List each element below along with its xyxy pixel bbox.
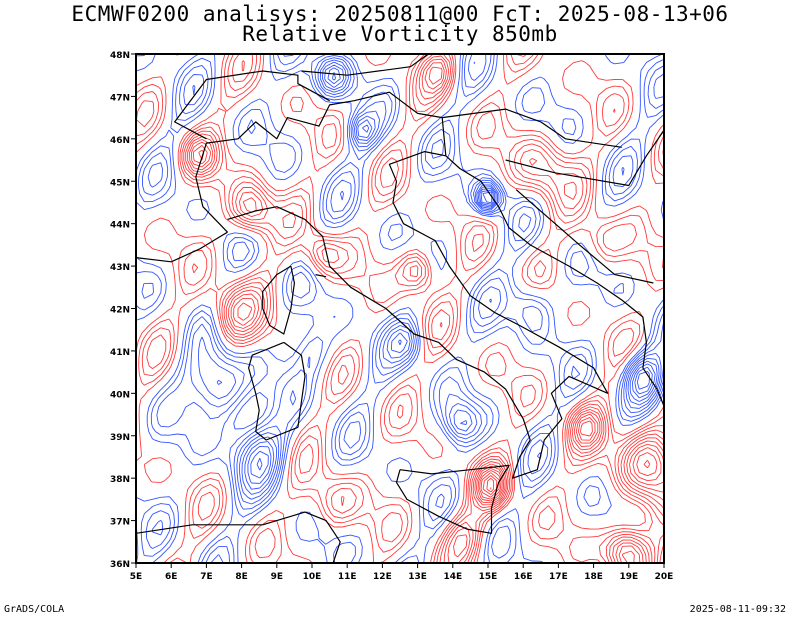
- lat-tick-label: 36N: [110, 560, 130, 570]
- coastline-segment: [262, 265, 295, 335]
- lat-tick-label: 47N: [110, 93, 130, 103]
- map-frame: [135, 53, 665, 564]
- coastline-segment: [227, 151, 609, 479]
- lon-tick-label: 19E: [619, 572, 638, 582]
- contour-line: [136, 54, 664, 563]
- coastline-segment: [136, 524, 263, 534]
- contour-line: [185, 55, 664, 563]
- lat-tick-label: 48N: [110, 51, 130, 61]
- coastline-segment: [248, 341, 306, 441]
- lat-tick-label: 46N: [110, 136, 130, 146]
- lon-tick-label: 13E: [408, 572, 427, 582]
- contour-line: [187, 58, 664, 563]
- lon-tick-label: 16E: [514, 572, 533, 582]
- lon-tick-label: 20E: [655, 572, 674, 582]
- lon-tick-label: 8E: [235, 572, 247, 582]
- lon-tick-label: 15E: [479, 572, 498, 582]
- coastlines: [136, 54, 664, 567]
- latitude-axis: 48N 47N 46N 45N 44N 43N 42N 41N 40N 39N 38N 37N 36N: [110, 51, 136, 570]
- lat-tick-label: 45N: [110, 178, 130, 188]
- lat-tick-label: 43N: [110, 263, 130, 273]
- lat-tick-label: 39N: [110, 433, 130, 443]
- lat-tick-label: 42N: [110, 306, 130, 316]
- coastline-segment: [463, 565, 470, 567]
- contour-line: [189, 62, 664, 563]
- map-subtitle: Relative Vorticity 850mb: [242, 22, 558, 46]
- contour-line: [482, 475, 498, 495]
- lat-tick-label: 41N: [110, 348, 130, 358]
- footer-timestamp: 2025-08-11-09:32: [689, 604, 786, 615]
- lon-tick-label: 18E: [584, 572, 603, 582]
- lon-tick-label: 10E: [303, 572, 322, 582]
- lon-tick-label: 11E: [338, 572, 357, 582]
- coastline-segment: [505, 129, 664, 187]
- footer-credit: GrADS/COLA: [4, 604, 65, 615]
- lon-tick-label: 7E: [200, 572, 212, 582]
- vorticity-contours: [136, 54, 664, 563]
- lon-tick-label: 6E: [165, 572, 177, 582]
- contour-line: [198, 149, 658, 500]
- contour-line: [250, 72, 653, 479]
- coastline-segment: [442, 108, 622, 148]
- map-title: ECMWF0200 analisys: 20250811@00 FcT: 202…: [71, 2, 729, 26]
- lat-tick-label: 40N: [110, 390, 130, 400]
- contour-line: [480, 459, 651, 498]
- coastline-segment: [136, 231, 228, 263]
- lon-tick-label: 5E: [130, 572, 142, 582]
- coastline-segment: [174, 70, 330, 140]
- coastline-segment: [515, 189, 654, 284]
- lon-tick-label: 9E: [271, 572, 283, 582]
- coastline-segment: [445, 155, 664, 407]
- lon-tick-label: 17E: [549, 572, 568, 582]
- lat-tick-label: 44N: [110, 221, 130, 231]
- contour-line: [136, 54, 664, 563]
- contour-line: [136, 54, 664, 563]
- coastline-segment: [195, 91, 447, 233]
- contour-line: [247, 67, 656, 484]
- lat-tick-label: 38N: [110, 475, 130, 485]
- contour-line: [244, 64, 658, 490]
- coastline-segment: [315, 274, 327, 278]
- contour-line: [141, 54, 664, 563]
- contour-line: [136, 54, 664, 563]
- lat-tick-label: 37N: [110, 518, 130, 528]
- coastline-segment: [395, 464, 510, 534]
- contour-line: [136, 54, 664, 563]
- contour-line: [136, 54, 664, 563]
- lon-tick-label: 12E: [373, 572, 392, 582]
- coastline-segment: [262, 511, 341, 563]
- contour-line: [486, 477, 495, 493]
- coastline-segment: [301, 54, 429, 76]
- lon-tick-label: 14E: [443, 572, 462, 582]
- longitude-axis: 5E 6E 7E 8E 9E 10E 11E 12E 13E 14E 15E 16E 17E 18E 19E…: [130, 563, 674, 582]
